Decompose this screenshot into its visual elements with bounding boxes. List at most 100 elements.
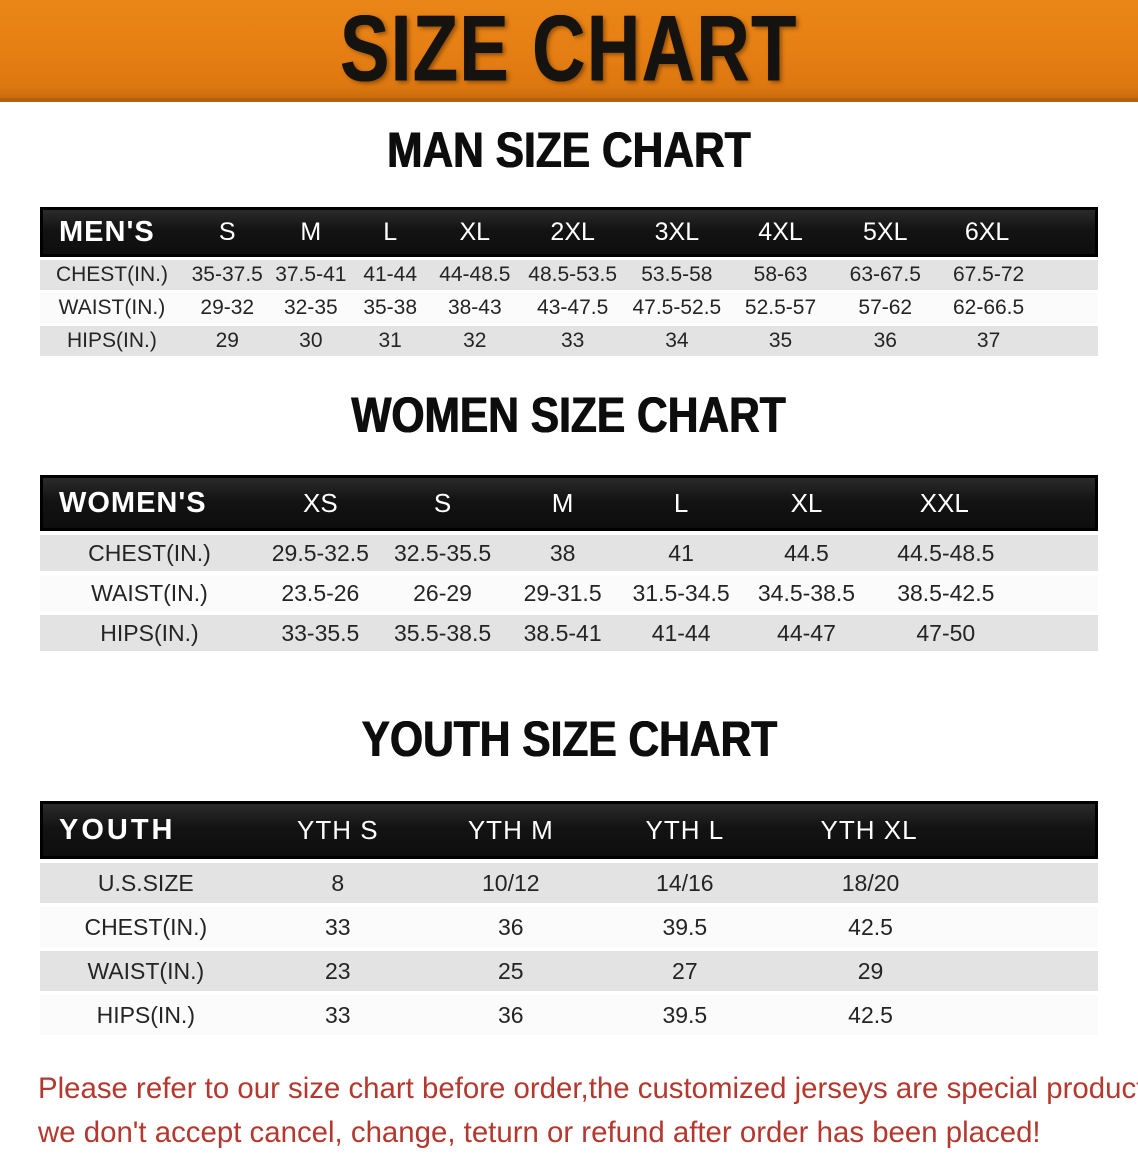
women-heading-text: WOMEN SIZE CHART (351, 387, 787, 443)
cell: 26-29 (381, 575, 504, 611)
man-size-chart-heading: MAN SIZE CHART (0, 125, 1138, 187)
men-header-row: MEN'S S M L XL 2XL 3XL 4XL 5XL 6XL (40, 207, 1098, 257)
women-header-row: WOMEN'S XS S M L XL XXL (40, 475, 1098, 531)
women-header-size-s: S (381, 475, 504, 531)
youth-waist-row: WAIST(IN.) 23 25 27 29 (40, 951, 1098, 991)
cell: 62-66.5 (938, 293, 1098, 323)
cell: 31.5-34.5 (621, 575, 741, 611)
men-header-size-4xl: 4XL (728, 207, 833, 257)
cell: 33-35.5 (259, 615, 382, 651)
cell: 14/16 (597, 863, 773, 903)
cell: 32-35 (270, 293, 352, 323)
cell: 33 (251, 995, 425, 1035)
cell: 23.5-26 (259, 575, 382, 611)
row-label: WAIST(IN.) (40, 575, 259, 611)
cell: 43-47.5 (520, 293, 626, 323)
cell: 29-32 (183, 293, 271, 323)
cell: 29.5-32.5 (259, 535, 382, 571)
cell: 30 (270, 326, 352, 356)
row-label: CHEST(IN.) (40, 260, 184, 290)
cell: 23 (251, 951, 425, 991)
men-header-size-l: L (351, 207, 430, 257)
row-label: WAIST(IN.) (40, 951, 252, 991)
row-label: CHEST(IN.) (40, 535, 259, 571)
cell: 35.5-38.5 (381, 615, 504, 651)
cell: 44.5 (740, 535, 873, 571)
cell: 39.5 (597, 907, 773, 947)
women-hips-row: HIPS(IN.) 33-35.5 35.5-38.5 38.5-41 41-4… (40, 615, 1098, 651)
row-label: CHEST(IN.) (40, 907, 252, 947)
cell: 34.5-38.5 (740, 575, 873, 611)
cell: 48.5-53.5 (520, 260, 626, 290)
youth-header-row: YOUTH YTH S YTH M YTH L YTH XL (40, 801, 1098, 859)
cell: 38-43 (429, 293, 521, 323)
women-header-size-xl: XL (740, 475, 873, 531)
disclaimer-line-2: we don't accept cancel, change, teturn o… (38, 1116, 1041, 1149)
youth-header-label: YOUTH (40, 801, 252, 859)
cell: 10/12 (424, 863, 598, 903)
cell: 44-47 (740, 615, 873, 651)
cell: 39.5 (597, 995, 773, 1035)
cell: 35-38 (351, 293, 430, 323)
women-header-size-xs: XS (259, 475, 382, 531)
cell: 44-48.5 (429, 260, 521, 290)
men-header-size-5xl: 5XL (832, 207, 939, 257)
cell: 29 (772, 951, 1098, 991)
row-label: HIPS(IN.) (40, 615, 259, 651)
row-label: U.S.SIZE (40, 863, 252, 903)
youth-size-table: YOUTH YTH S YTH M YTH L YTH XL U.S.SIZE … (40, 797, 1098, 1039)
cell: 32 (429, 326, 521, 356)
men-header-size-3xl: 3XL (625, 207, 729, 257)
men-header-label: MEN'S (40, 207, 184, 257)
men-size-table: MEN'S S M L XL 2XL 3XL 4XL 5XL 6XL CHEST… (40, 204, 1098, 359)
cell: 36 (424, 907, 598, 947)
cell: 38.5-42.5 (872, 575, 1098, 611)
cell: 35 (728, 326, 833, 356)
women-chest-row: CHEST(IN.) 29.5-32.5 32.5-35.5 38 41 44.… (40, 535, 1098, 571)
women-header-label: WOMEN'S (40, 475, 259, 531)
men-header-size-xl: XL (429, 207, 521, 257)
women-size-table: WOMEN'S XS S M L XL XXL CHEST(IN.) 29.5-… (40, 471, 1098, 655)
men-hips-row: HIPS(IN.) 29 30 31 32 33 34 35 36 37 (40, 326, 1098, 356)
cell: 36 (832, 326, 939, 356)
cell: 47-50 (872, 615, 1098, 651)
cell: 31 (351, 326, 430, 356)
women-waist-row: WAIST(IN.) 23.5-26 26-29 29-31.5 31.5-34… (40, 575, 1098, 611)
cell: 8 (251, 863, 425, 903)
men-header-size-2xl: 2XL (520, 207, 626, 257)
cell: 37 (938, 326, 1098, 356)
youth-header-size-s: YTH S (251, 801, 425, 859)
cell: 57-62 (832, 293, 939, 323)
cell: 53.5-58 (625, 260, 729, 290)
cell: 42.5 (772, 907, 1098, 947)
youth-chest-row: CHEST(IN.) 33 36 39.5 42.5 (40, 907, 1098, 947)
men-header-size-s: S (183, 207, 271, 257)
cell: 52.5-57 (728, 293, 833, 323)
youth-hips-row: HIPS(IN.) 33 36 39.5 42.5 (40, 995, 1098, 1035)
men-chest-row: CHEST(IN.) 35-37.5 37.5-41 41-44 44-48.5… (40, 260, 1098, 290)
women-size-chart-heading: WOMEN SIZE CHART (0, 387, 1138, 452)
cell: 29 (183, 326, 271, 356)
cell: 35-37.5 (183, 260, 271, 290)
youth-ussize-row: U.S.SIZE 8 10/12 14/16 18/20 (40, 863, 1098, 903)
cell: 38.5-41 (503, 615, 622, 651)
cell: 36 (424, 995, 598, 1035)
cell: 33 (251, 907, 425, 947)
women-header-size-m: M (503, 475, 622, 531)
row-label: HIPS(IN.) (40, 326, 184, 356)
cell: 41-44 (351, 260, 430, 290)
women-header-size-l: L (621, 475, 741, 531)
youth-header-size-l: YTH L (597, 801, 773, 859)
cell: 41 (621, 535, 741, 571)
cell: 25 (424, 951, 598, 991)
cell: 44.5-48.5 (872, 535, 1098, 571)
men-waist-row: WAIST(IN.) 29-32 32-35 35-38 38-43 43-47… (40, 293, 1098, 323)
cell: 41-44 (621, 615, 741, 651)
youth-header-size-m: YTH M (424, 801, 598, 859)
youth-header-size-xl: YTH XL (772, 801, 1098, 859)
cell: 34 (625, 326, 729, 356)
cell: 67.5-72 (938, 260, 1098, 290)
cell: 47.5-52.5 (625, 293, 729, 323)
cell: 37.5-41 (270, 260, 352, 290)
cell: 58-63 (728, 260, 833, 290)
